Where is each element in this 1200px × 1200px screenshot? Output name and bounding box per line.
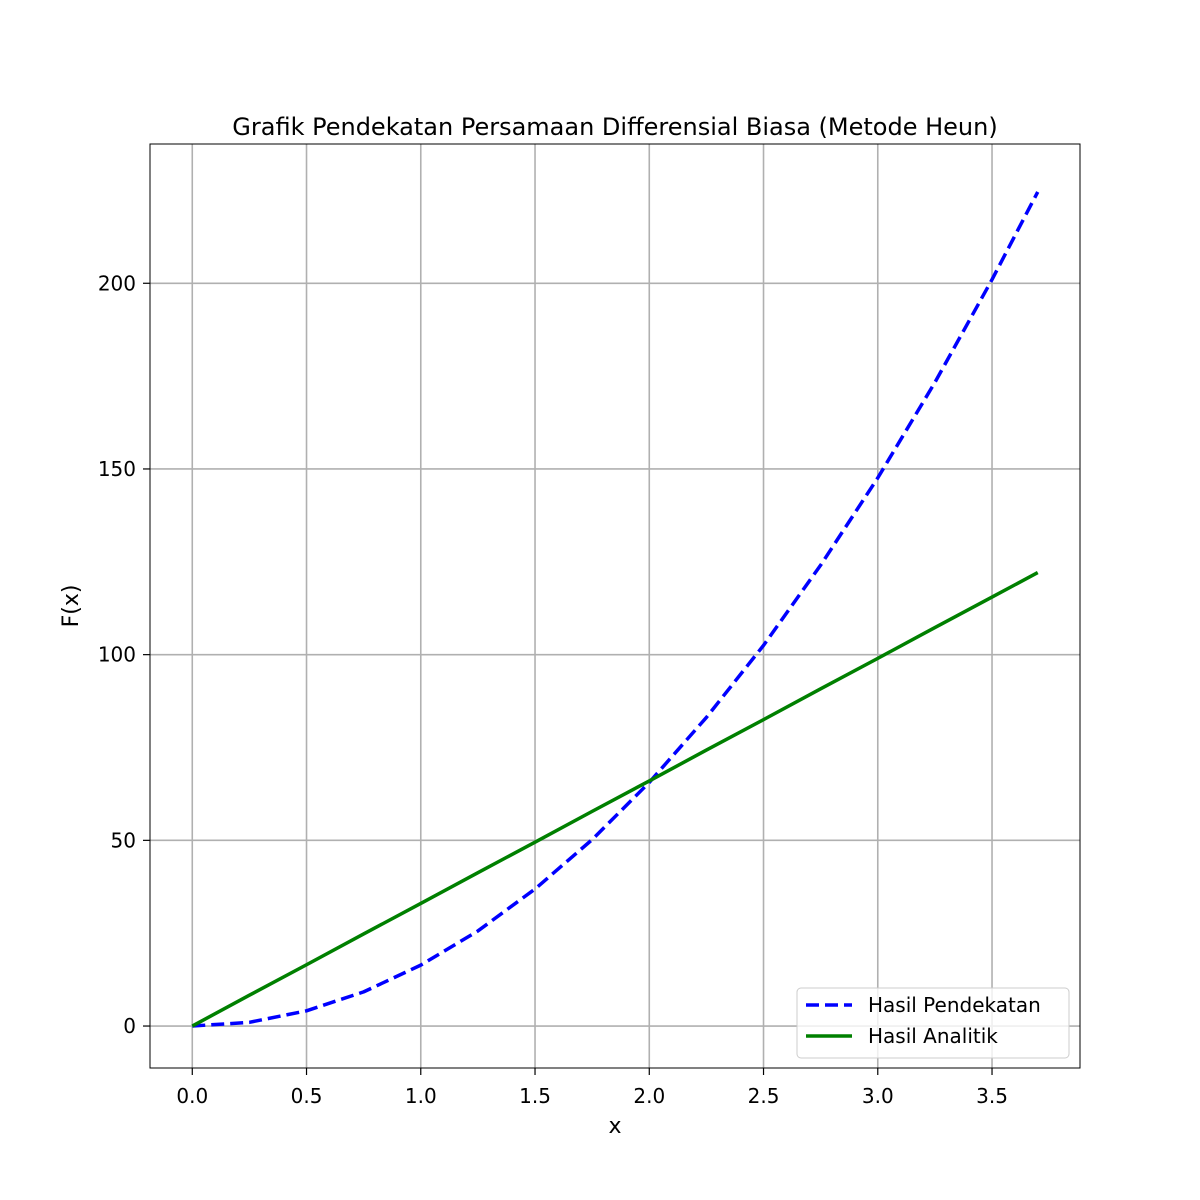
x-tick-label: 0.0 bbox=[176, 1084, 208, 1108]
legend-label-hasil-analitik: Hasil Analitik bbox=[868, 1024, 998, 1048]
x-tick-label: 3.0 bbox=[862, 1084, 894, 1108]
chart-title: Grafik Pendekatan Persamaan Differensial… bbox=[232, 113, 997, 141]
y-axis-label: F(x) bbox=[59, 585, 84, 628]
x-axis-label: x bbox=[608, 1114, 621, 1139]
y-tick-label: 200 bbox=[98, 271, 136, 295]
legend-box bbox=[796, 987, 1070, 1059]
y-tick-label: 100 bbox=[98, 643, 136, 667]
grid bbox=[150, 144, 1080, 1068]
x-tick-label: 3.5 bbox=[976, 1084, 1008, 1108]
y-tick-label: 0 bbox=[123, 1014, 136, 1038]
x-tick-label: 1.0 bbox=[405, 1084, 437, 1108]
legend-label-hasil-pendekatan: Hasil Pendekatan bbox=[868, 993, 1041, 1017]
series-line-hasil-analitik bbox=[191, 571, 1039, 1028]
y-tick-label: 50 bbox=[111, 828, 136, 852]
y-tick-label: 150 bbox=[98, 457, 136, 481]
series-line-hasil-pendekatan bbox=[192, 191, 1040, 1028]
x-tick-label: 1.5 bbox=[519, 1084, 551, 1108]
x-tick-label: 2.5 bbox=[748, 1084, 780, 1108]
plot-frame bbox=[149, 143, 1081, 1069]
x-tick-label: 2.0 bbox=[633, 1084, 665, 1108]
legend: Hasil Pendekatan Hasil Analitik bbox=[796, 987, 1070, 1059]
ticks: 0.0 0.5 1.0 1.5 2.0 2.5 3.0 3.5 0 50 100 150 200 bbox=[98, 271, 1008, 1108]
x-tick-label: 0.5 bbox=[291, 1084, 323, 1108]
series-layer bbox=[191, 191, 1040, 1028]
